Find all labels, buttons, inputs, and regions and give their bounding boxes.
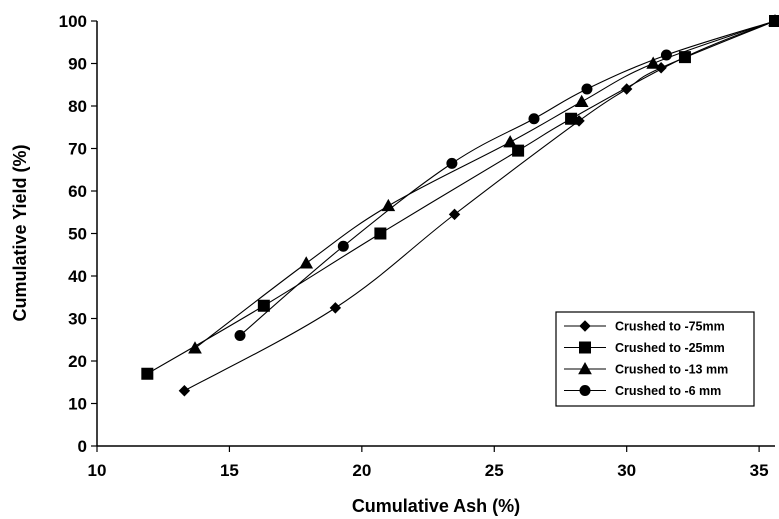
legend-item: Crushed to -75mm: [564, 320, 725, 334]
series-line: [239, 20, 776, 336]
y-tick-label: 0: [78, 437, 87, 456]
legend-label: Crushed to -13 mm: [615, 363, 728, 377]
data-point-triangle: [188, 341, 202, 354]
series-layer: [141, 13, 779, 397]
legend-marker-circle: [579, 385, 591, 396]
y-tick-label: 80: [68, 97, 87, 116]
data-point-square: [257, 299, 270, 312]
x-tick-label: 20: [352, 461, 371, 480]
legend-marker-diamond: [579, 320, 591, 332]
legend-label: Crushed to -6 mm: [615, 384, 721, 398]
y-tick-label: 70: [68, 140, 87, 159]
data-point-triangle: [574, 94, 589, 108]
series-circle: [234, 15, 779, 341]
data-point-square: [565, 112, 578, 125]
data-point-circle: [660, 49, 672, 61]
y-tick-label: 30: [68, 310, 87, 329]
data-point-diamond: [178, 385, 191, 397]
data-point-triangle: [503, 135, 518, 148]
data-point-square: [374, 227, 387, 240]
data-point-circle: [446, 157, 458, 169]
y-axis-ticks: 0 10 20 30 40 50 60 70 80 90 100: [59, 12, 97, 456]
legend-item: Crushed to -13 mm: [564, 361, 728, 377]
data-point-circle: [769, 15, 779, 27]
y-tick-label: 60: [68, 182, 87, 201]
x-tick-label: 10: [88, 461, 107, 480]
y-tick-label: 20: [68, 352, 87, 371]
x-tick-label: 30: [617, 461, 636, 480]
data-point-triangle: [381, 198, 396, 212]
data-point-circle: [234, 330, 246, 341]
legend-marker-square: [579, 341, 591, 354]
y-tick-label: 50: [68, 225, 87, 244]
y-tick-label: 100: [59, 12, 87, 31]
x-tick-label: 35: [750, 461, 769, 480]
legend-marker-triangle: [578, 361, 592, 375]
data-point-diamond: [329, 302, 342, 314]
legend-item: Crushed to -25mm: [564, 341, 725, 355]
data-point-triangle: [646, 56, 661, 69]
data-point-circle: [528, 113, 540, 125]
legend-label: Crushed to -75mm: [615, 320, 725, 334]
data-point-square: [141, 367, 154, 380]
y-tick-label: 10: [68, 395, 87, 414]
data-point-square: [512, 144, 525, 157]
y-axis-title: Cumulative Yield (%): [10, 144, 30, 321]
y-tick-label: 90: [68, 55, 87, 74]
legend: Crushed to -75mm Crushed to -25mm Crushed …: [555, 311, 755, 407]
x-tick-label: 15: [220, 461, 239, 480]
x-axis-ticks: 10 15 20 25 30 35: [88, 446, 769, 480]
data-point-circle: [337, 240, 349, 252]
data-point-diamond: [448, 208, 461, 221]
y-tick-label: 40: [68, 267, 87, 286]
legend-label: Crushed to -25mm: [615, 341, 725, 355]
x-axis-title: Cumulative Ash (%): [352, 496, 520, 516]
x-tick-label: 25: [485, 461, 504, 480]
data-point-triangle: [299, 256, 314, 269]
legend-item: Crushed to -6 mm: [564, 384, 721, 398]
data-point-circle: [581, 83, 593, 95]
